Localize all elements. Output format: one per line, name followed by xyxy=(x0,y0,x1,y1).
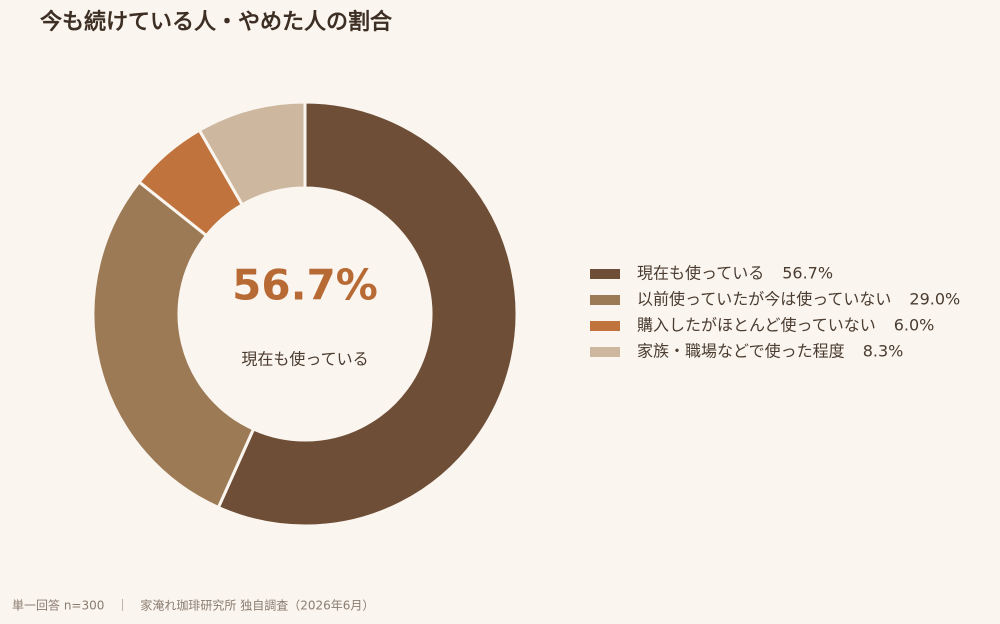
donut-segment xyxy=(216,100,519,528)
legend-swatch xyxy=(590,269,620,279)
legend-value: 6.0% xyxy=(894,316,935,335)
legend-value: 56.7% xyxy=(782,264,833,283)
legend-swatch xyxy=(590,347,620,357)
legend-label: 家族・職場などで使った程度 xyxy=(637,342,845,361)
legend-swatch xyxy=(590,321,620,331)
legend-value: 29.0% xyxy=(909,290,960,309)
donut-segment xyxy=(197,100,307,207)
legend-label: 現在も使っている xyxy=(637,264,764,283)
chart-title: 今も続けている人・やめた人の割合 xyxy=(40,9,393,35)
donut-segment xyxy=(91,179,256,510)
legend-swatch xyxy=(590,295,620,305)
legend-label: 以前使っていたが今は使っていない xyxy=(637,290,891,309)
source-note: 単一回答 n=300 ｜ 家淹れ珈琲研究所 独自調査（2026年6月） xyxy=(12,598,374,613)
center-value: 56.7% xyxy=(232,261,378,310)
legend-label: 購入したがほとんど使っていない xyxy=(637,316,876,335)
center-label: 現在も使っている xyxy=(241,350,368,369)
legend-value: 8.3% xyxy=(863,342,904,361)
